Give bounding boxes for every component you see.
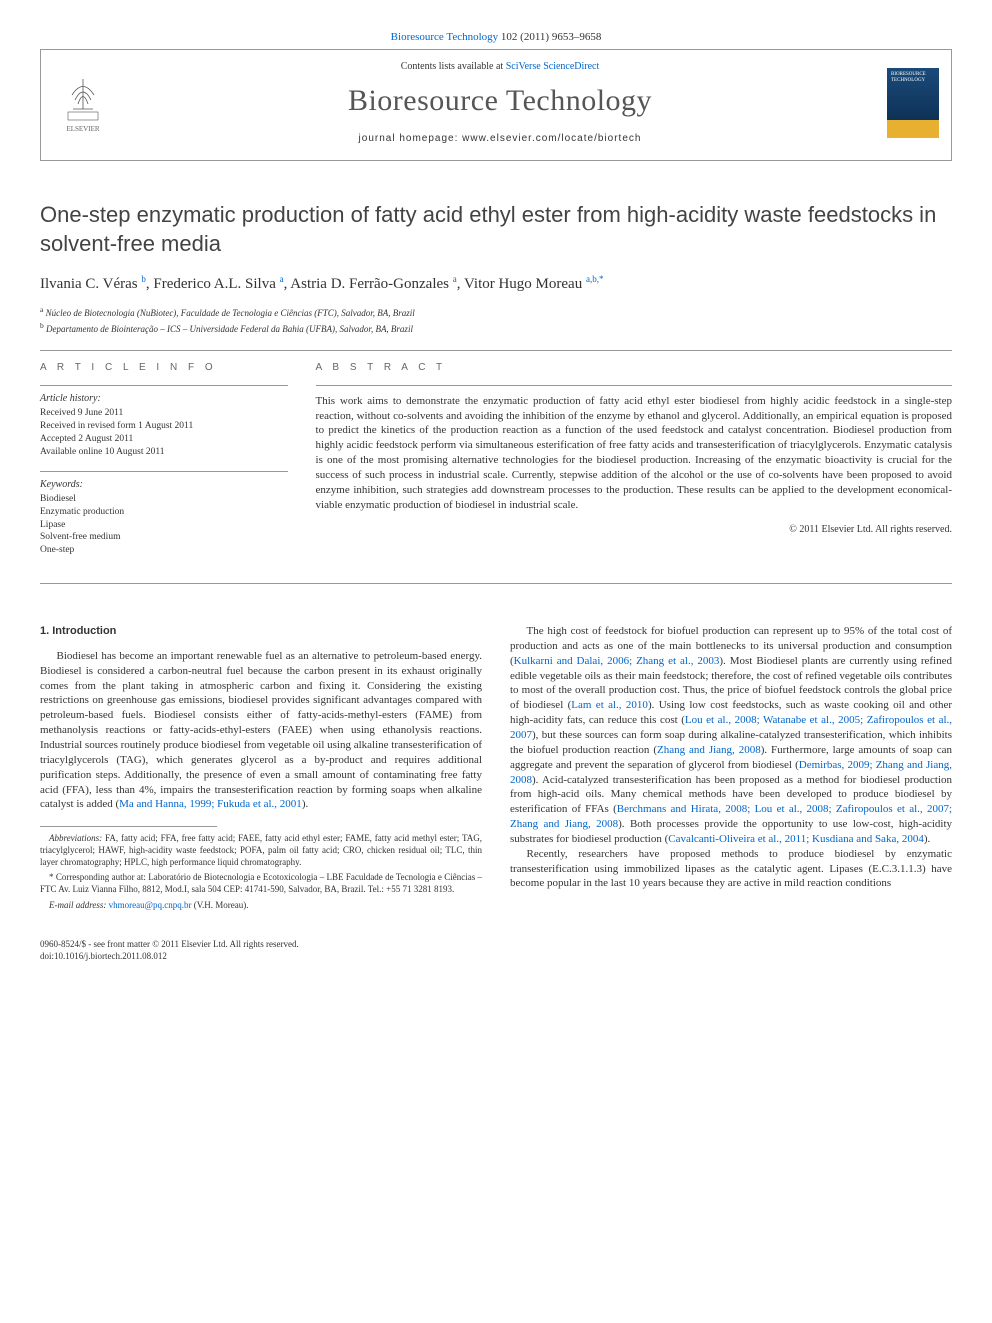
abstract-heading: A B S T R A C T — [316, 361, 952, 375]
email-link[interactable]: vhmoreau@pq.cnpq.br — [109, 900, 192, 910]
affiliation: b Departamento de Biointeração – ICS – U… — [40, 321, 952, 336]
section-heading: 1. Introduction — [40, 624, 482, 639]
article-info-heading: A R T I C L E I N F O — [40, 361, 288, 375]
keywords-block: Keywords: Biodiesel Enzymatic production… — [40, 478, 288, 558]
journal-name: Bioresource Technology — [113, 80, 887, 122]
author-list: Ilvania C. Véras b, Frederico A.L. Silva… — [40, 273, 952, 295]
body-paragraph: Recently, researchers have proposed meth… — [510, 847, 952, 892]
affil-sup[interactable]: a — [453, 276, 457, 292]
publisher-logo: ELSEVIER — [53, 74, 113, 133]
journal-title-link[interactable]: Bioresource Technology — [391, 31, 498, 43]
article-history: Article history: Received 9 June 2011 Re… — [40, 392, 288, 459]
corresponding-mark[interactable]: * — [599, 276, 604, 292]
abstract-text: This work aims to demonstrate the enzyma… — [316, 394, 952, 513]
footnotes-block: Abbreviations: FA, fatty acid; FFA, free… — [40, 833, 482, 911]
journal-cover-thumb: BIORESOURCE TECHNOLOGY — [887, 68, 939, 138]
sciencedirect-link[interactable]: SciVerse ScienceDirect — [506, 61, 600, 72]
footnote-rule — [40, 826, 217, 827]
abstract-column: A B S T R A C T This work aims to demons… — [316, 361, 952, 569]
article-info-column: A R T I C L E I N F O Article history: R… — [40, 361, 288, 569]
body-column-right: The high cost of feedstock for biofuel p… — [510, 624, 952, 915]
page-footer: 0960-8524/$ - see front matter © 2011 El… — [40, 939, 952, 962]
volume-info: 102 (2011) 9653–9658 — [501, 31, 601, 43]
citation-link[interactable]: Lam et al., 2010 — [571, 699, 648, 711]
citation-link[interactable]: Cavalcanti-Oliveira et al., 2011; Kusdia… — [668, 833, 924, 845]
rule — [40, 350, 952, 351]
citation-link[interactable]: Kulkarni and Dalai, 2006; Zhang et al., … — [514, 655, 720, 667]
contents-line: Contents lists available at SciVerse Sci… — [113, 60, 887, 74]
copyright-line: © 2011 Elsevier Ltd. All rights reserved… — [316, 523, 952, 537]
rule — [40, 583, 952, 584]
body-paragraph: Biodiesel has become an important renewa… — [40, 649, 482, 812]
body-paragraph: The high cost of feedstock for biofuel p… — [510, 624, 952, 847]
body-column-left: 1. Introduction Biodiesel has become an … — [40, 624, 482, 915]
journal-homepage: journal homepage: www.elsevier.com/locat… — [113, 132, 887, 146]
citation-link[interactable]: Zhang and Jiang, 2008 — [657, 744, 761, 756]
affil-sup[interactable]: b — [141, 276, 146, 292]
affil-sup[interactable]: a,b, — [586, 276, 599, 292]
authors-text: Ilvania C. Véras b, Frederico A.L. Silva… — [40, 276, 603, 292]
affiliation: a Núcleo de Biotecnologia (NuBiotec), Fa… — [40, 305, 952, 320]
article-title: One-step enzymatic production of fatty a… — [40, 201, 952, 258]
journal-masthead: ELSEVIER Contents lists available at Sci… — [40, 49, 952, 161]
volume-header: Bioresource Technology 102 (2011) 9653–9… — [40, 30, 952, 45]
citation-link[interactable]: Ma and Hanna, 1999; Fukuda et al., 2001 — [119, 798, 302, 810]
affil-sup[interactable]: a — [280, 276, 284, 292]
affiliations-block: a Núcleo de Biotecnologia (NuBiotec), Fa… — [40, 305, 952, 336]
